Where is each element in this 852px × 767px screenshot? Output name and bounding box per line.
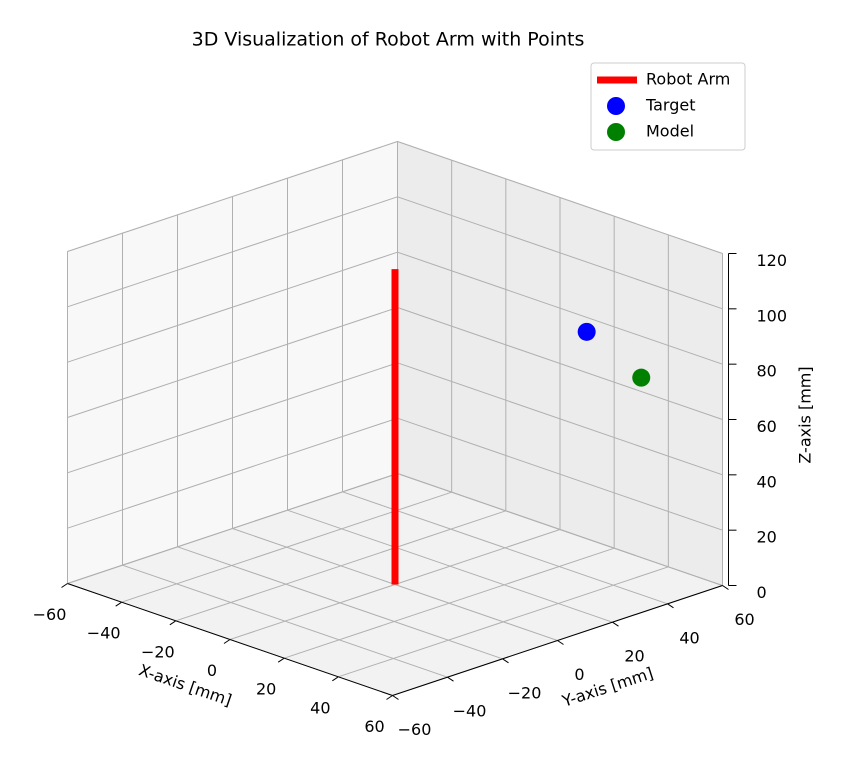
x-tick: [386, 695, 393, 700]
y-tick: [447, 676, 454, 682]
grid-line: [67, 141, 398, 252]
grid-line: [67, 362, 398, 474]
grid-line: [177, 546, 503, 660]
x-axis-label: X-axis [mm]: [137, 660, 235, 709]
legend: Robot Arm Target Model: [590, 62, 746, 151]
grid-line: [67, 196, 398, 308]
x-axis-line: [67, 583, 393, 696]
y-tick: [667, 603, 674, 609]
grid-line: [287, 509, 613, 623]
grid-line: [397, 251, 723, 365]
z-tick-label: 0: [757, 583, 767, 602]
x-tick-label: 0: [207, 661, 217, 680]
grid-line: [397, 196, 723, 310]
y-tick-label: 60: [734, 610, 754, 629]
y-tick: [722, 585, 729, 590]
z-axis-label: Z-axis [mm]: [796, 366, 815, 463]
y-tick-label: −20: [508, 683, 542, 702]
z-tick-label: 100: [757, 306, 788, 325]
x-tick-label: −20: [141, 642, 175, 661]
y-tick-label: 40: [679, 628, 699, 647]
grid-line: [67, 417, 398, 529]
z-tick-label: 20: [757, 528, 777, 547]
z-tick-label: 60: [757, 417, 777, 436]
point: [632, 368, 651, 387]
x-tick-label: 60: [364, 717, 384, 736]
y-tick: [392, 695, 399, 700]
legend-label: Target: [645, 96, 696, 115]
chart-title: 3D Visualization of Robot Arm with Point…: [192, 29, 585, 51]
y-tick-label: 20: [624, 647, 644, 666]
y-tick: [557, 640, 564, 645]
grid-line: [67, 307, 398, 418]
grid-line: [397, 417, 723, 531]
z-tick-label: 80: [757, 362, 777, 381]
x-tick: [332, 676, 339, 682]
legend-label: Robot Arm: [646, 70, 730, 89]
y-tick-label: −40: [453, 702, 487, 721]
y-tick-label: 0: [574, 665, 584, 684]
y-tick-label: −60: [398, 720, 432, 739]
grid-line: [397, 362, 723, 476]
grid-line: [397, 307, 723, 420]
x-tick-label: −40: [87, 624, 121, 643]
legend-swatch: [607, 123, 625, 141]
x-tick-label: −60: [33, 605, 67, 624]
y-axis-line: [392, 585, 723, 696]
z-tick-label: 40: [757, 472, 777, 491]
y-axis-label: Y-axis [mm]: [559, 663, 656, 711]
legend-swatch: [607, 97, 625, 115]
legend-box: [590, 62, 746, 151]
y-tick: [502, 658, 509, 664]
grid-line: [397, 141, 723, 254]
x-tick-label: 20: [256, 680, 276, 699]
x-tick: [115, 601, 122, 607]
x-tick: [223, 639, 231, 644]
grid-line: [397, 473, 723, 586]
grid-line: [122, 564, 448, 678]
x-tick-label: 40: [310, 698, 330, 717]
x-tick: [169, 620, 177, 626]
x-tick: [277, 657, 285, 663]
legend-label: Model: [646, 122, 694, 141]
grid-line: [67, 473, 398, 584]
x-tick: [61, 583, 68, 588]
point: [577, 322, 596, 341]
z-tick-label: 120: [757, 251, 788, 270]
grid-line: [67, 251, 398, 363]
y-tick: [612, 621, 619, 627]
